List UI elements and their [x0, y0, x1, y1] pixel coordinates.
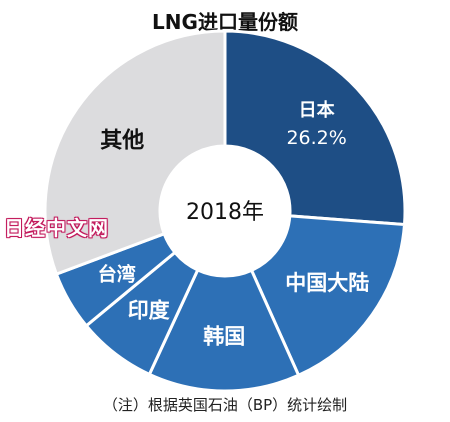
pie-slice-2	[147, 267, 301, 393]
slice-label-1: 中国大陆	[285, 271, 369, 295]
slice-label-2: 韩国	[203, 324, 245, 348]
watermark-logo: 日经中文网	[4, 216, 109, 240]
pie-slice-1	[249, 214, 407, 378]
center-year-label: 2018年	[186, 200, 264, 225]
slice-label-5: 其他	[100, 128, 144, 153]
slice-label-4: 台湾	[98, 262, 136, 285]
slice-value-label-0: 26.2%	[286, 127, 346, 149]
pie-slice-0	[223, 29, 407, 227]
source-footnote: （注）根据英国石油（BP）统计绘制	[102, 396, 348, 414]
slice-label-3: 印度	[128, 298, 170, 322]
slice-label-0: 日本	[299, 99, 335, 121]
pie-slice-5	[43, 29, 227, 277]
